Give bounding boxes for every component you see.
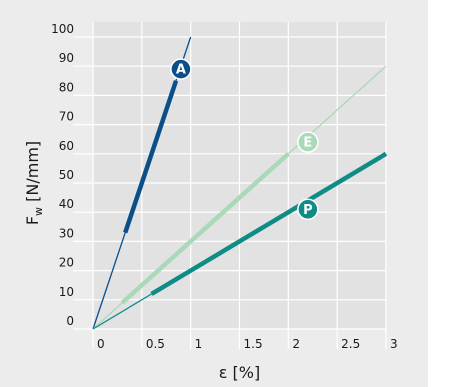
y-tick-label: 60	[59, 139, 74, 153]
x-tick-label: 2	[292, 337, 300, 351]
y-axis-title-subscript: w	[32, 207, 45, 216]
y-tick-label: 90	[59, 51, 74, 65]
series-e-badge-label: E	[303, 136, 312, 151]
y-tick-label: 20	[59, 256, 74, 270]
series-e-badge	[297, 131, 319, 153]
grid	[73, 22, 387, 349]
x-tick-label: 2.5	[341, 337, 360, 351]
y-axis-title-unit: [N/mm]	[23, 141, 42, 207]
series-a-badge-label: A	[176, 63, 186, 78]
y-tick-label: 70	[59, 110, 74, 124]
series-p-range	[150, 151, 388, 296]
x-tick-label: 1.5	[244, 337, 263, 351]
y-tick-label: 0	[66, 314, 74, 328]
y-tick-label: 10	[59, 285, 74, 299]
series-a-badge	[170, 58, 192, 80]
y-tick-label: 100	[51, 22, 74, 36]
series-a-range	[123, 80, 179, 234]
x-tick-label: 3	[390, 337, 398, 351]
x-tick-label: 0	[97, 337, 105, 351]
y-axis-title-main: F	[23, 216, 42, 225]
series-e-range	[120, 152, 290, 305]
series-p-badge-label: P	[303, 203, 313, 218]
y-tick-label: 40	[59, 197, 74, 211]
series	[92, 36, 388, 330]
series-p-badge	[297, 198, 319, 221]
series-badges: A E P	[170, 58, 319, 221]
x-axis-title: ε [%]	[219, 363, 260, 382]
y-tick-label: 80	[59, 80, 74, 94]
x-tick-label: 1	[195, 337, 203, 351]
y-tick-label: 50	[59, 168, 74, 182]
y-axis-title: Fw [N/mm]	[23, 141, 45, 225]
x-tick-label: 0.5	[146, 337, 165, 351]
y-tick-label: 30	[59, 226, 74, 240]
